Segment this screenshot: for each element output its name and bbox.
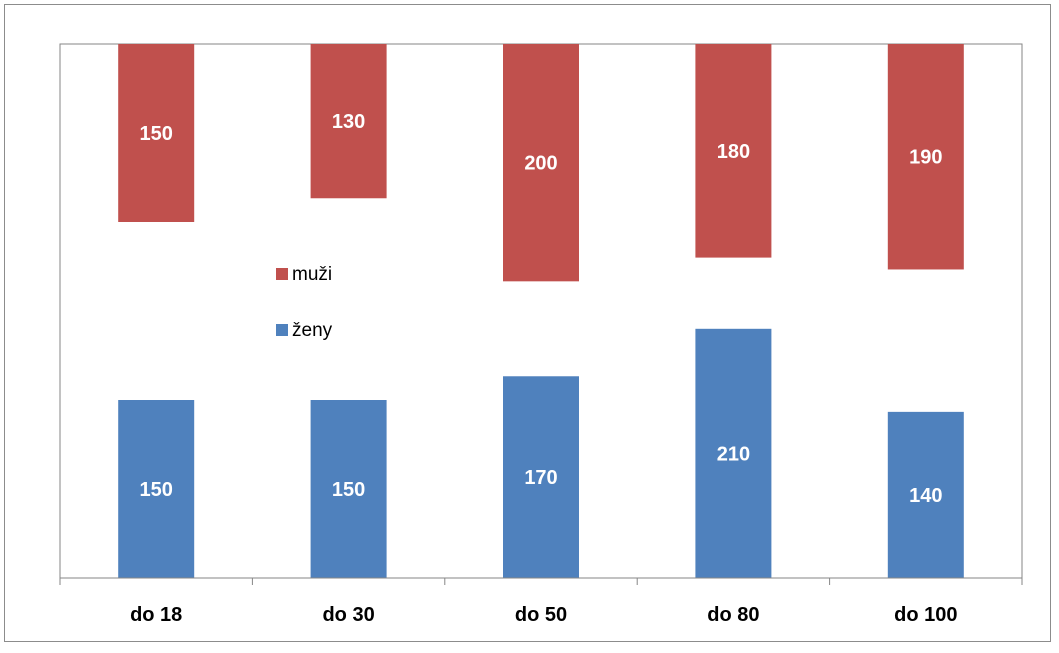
data-label: 210 [717,443,750,465]
bar-muži-do-80 [695,44,772,258]
bar-muži-do-50 [503,44,579,282]
bar-muži-do-18 [118,44,195,222]
x-tick-label: do 18 [130,604,182,626]
data-label: 190 [909,147,942,169]
data-label: 180 [717,141,750,163]
legend: muži ženy [276,264,333,341]
x-tick-label: do 100 [894,604,957,626]
x-tick-label: do 80 [707,604,759,626]
legend-swatch [276,268,288,280]
legend-label: muži [292,264,332,285]
x-tick-label: do 30 [322,604,374,626]
bar-ženy-do-50 [503,376,579,578]
data-labels: 150 150 130 150 200 170 180 210 190 140 [140,111,943,507]
data-label: 200 [524,153,557,175]
x-tick-label: do 50 [515,604,567,626]
bar-ženy-do-100 [887,411,964,578]
bar-muži-do-100 [887,44,964,270]
legend-label: ženy [292,320,333,341]
bar-ženy-do-18 [118,400,195,578]
data-label: 130 [332,111,365,133]
bars [118,44,964,578]
data-label: 150 [140,479,173,501]
bar-ženy-do-30 [310,400,387,578]
legend-swatch [276,324,288,336]
x-axis: do 18 do 30 do 50 do 80 do 100 [59,577,1023,626]
data-label: 170 [524,467,557,489]
data-label: 150 [140,123,173,145]
bar-muži-do-30 [310,44,387,199]
data-label: 150 [332,479,365,501]
bar-ženy-do-80 [695,328,772,578]
data-label: 140 [909,485,942,507]
